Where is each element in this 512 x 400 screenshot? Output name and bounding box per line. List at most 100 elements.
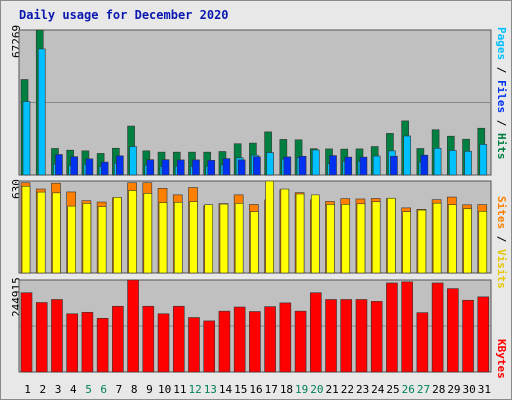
graph-title: Daily usage for December 2020 (19, 8, 229, 22)
visits-bar (478, 211, 488, 274)
day-label: 28 (432, 383, 445, 396)
pages-bar (283, 156, 292, 176)
day-label: 7 (116, 383, 123, 396)
day-label: 24 (371, 383, 385, 396)
kbytes-bar (294, 310, 307, 373)
pages-bar (344, 156, 353, 176)
visits-bar (265, 180, 274, 274)
kbytes-bar (188, 317, 200, 373)
visits-bar (356, 203, 366, 274)
files-bar (129, 146, 137, 176)
visits-bar (82, 203, 92, 274)
kbytes-bar (264, 306, 276, 373)
pages-bar (176, 159, 185, 176)
day-label: 17 (265, 383, 278, 396)
day-label: 12 (188, 383, 201, 396)
pages-bar (329, 155, 337, 176)
kbytes-bar (127, 279, 139, 373)
day-label: 23 (356, 383, 369, 396)
visits-bar (310, 194, 320, 274)
day-label: 5 (85, 383, 92, 396)
visits-bar (67, 205, 76, 274)
pages-bar (359, 156, 368, 176)
kbytes-bar (203, 320, 216, 373)
day-label: 15 (234, 383, 247, 396)
kbytes-bar (401, 281, 413, 373)
day-label: 13 (204, 383, 217, 396)
pages-bar (192, 159, 200, 176)
visits-bar (250, 211, 259, 274)
visits-bar (371, 201, 381, 274)
files-bar (311, 149, 320, 176)
pages-bar (146, 159, 155, 176)
pages-bar (116, 155, 124, 176)
visits-bar (402, 211, 411, 274)
kbytes-bar (142, 305, 155, 373)
visits-bar (158, 202, 168, 274)
kbytes-bar (325, 299, 337, 373)
day-label: 22 (341, 383, 354, 396)
day-label: 20 (310, 383, 323, 396)
pages-bar (253, 156, 261, 176)
visits-bar (295, 193, 305, 274)
visits-bar (21, 185, 31, 274)
files-bar (464, 150, 472, 176)
visits-bar (448, 204, 457, 274)
day-label: 9 (146, 383, 153, 396)
files-bar (479, 144, 488, 176)
kbytes-bar (447, 288, 459, 373)
day-label: 8 (131, 383, 138, 396)
visits-bar (189, 201, 198, 274)
pages-bar (161, 159, 170, 176)
day-label: 4 (70, 383, 77, 396)
day-label: 14 (219, 383, 233, 396)
kbytes-bar (477, 296, 490, 373)
files-bar (37, 48, 46, 176)
visits-bar (173, 202, 183, 274)
pages-bar (100, 161, 109, 176)
kbytes-bar (51, 299, 63, 373)
kbytes-bar (462, 299, 474, 373)
visits-bar (36, 191, 46, 274)
pages-bar (298, 155, 307, 176)
visits-bar (143, 193, 153, 274)
day-label: 30 (463, 383, 476, 396)
day-label: 10 (158, 383, 171, 396)
day-label: 11 (173, 383, 186, 396)
pages-bar (237, 159, 246, 176)
kbytes-bar (249, 311, 261, 373)
kbytes-bar (340, 299, 353, 373)
day-label: 21 (326, 383, 339, 396)
visits-bar (128, 190, 137, 274)
kbytes-bar (218, 310, 231, 373)
pages-bar (420, 154, 429, 176)
kbytes-bar (355, 299, 368, 373)
visits-bar (463, 208, 472, 274)
kbytes-bar (431, 282, 444, 373)
files-bar (372, 155, 381, 176)
visits-bar (204, 204, 214, 274)
day-label: 16 (249, 383, 262, 396)
files-bar (266, 152, 274, 176)
day-label: 6 (100, 383, 107, 396)
day-label: 19 (295, 383, 308, 396)
kbytes-bar (233, 306, 246, 373)
kbytes-bar (172, 305, 185, 373)
files-bar (22, 101, 31, 176)
kbytes-bar (112, 305, 124, 373)
visits-bar (280, 188, 290, 274)
day-label: 31 (478, 383, 491, 396)
kbytes-bar (309, 292, 322, 373)
visits-bar (219, 203, 229, 274)
day-label: 1 (24, 383, 31, 396)
day-label: 26 (402, 383, 415, 396)
day-label: 2 (40, 383, 47, 396)
kbytes-bar (370, 301, 383, 373)
pages-bar (222, 158, 231, 176)
kbytes-bar (279, 302, 292, 373)
kbytes-bar (81, 311, 94, 373)
files-bar (449, 150, 457, 176)
pages-bar (85, 158, 94, 176)
kbytes-bar (66, 313, 78, 373)
